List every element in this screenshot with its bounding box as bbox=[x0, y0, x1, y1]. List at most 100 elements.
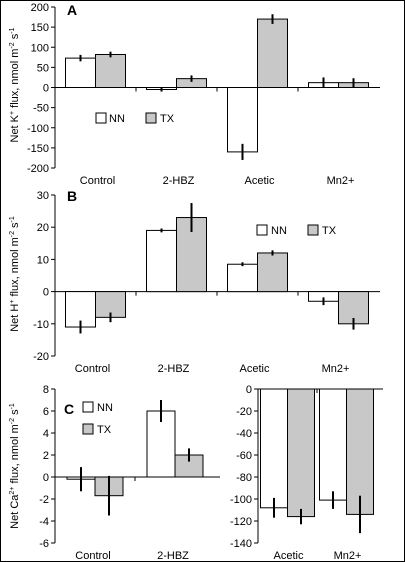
bar-tx-acetic bbox=[287, 388, 315, 518]
bar-nn-acetic bbox=[260, 388, 288, 509]
y-tick-label: -4 bbox=[39, 516, 49, 528]
bar-tx-acetic bbox=[257, 252, 288, 293]
panel-a-label: A bbox=[67, 2, 77, 18]
legend-label-tx: TX bbox=[97, 424, 112, 436]
category-label: Control bbox=[80, 175, 115, 187]
panel-a: A Net K+ flux, nmol m-2 s-1 -200 -150 -100… bbox=[9, 2, 380, 187]
legend-swatch-nn bbox=[82, 401, 94, 413]
panel-c-category-labels: Control 2-HBZ bbox=[75, 550, 189, 562]
panel-a-ylabel-ion: + bbox=[9, 111, 16, 115]
y-tick-label: -100 bbox=[230, 494, 252, 506]
y-tick-label: 2 bbox=[43, 450, 49, 462]
panel-c-ylabel-base: Net Ca bbox=[9, 494, 21, 529]
category-label: 2-HBZ bbox=[157, 550, 189, 562]
panel-a-bars bbox=[65, 14, 369, 160]
panel-c-bars bbox=[66, 400, 204, 516]
category-label: 2-HBZ bbox=[158, 363, 190, 375]
panel-a-legend: NN TX bbox=[95, 112, 175, 125]
bar-nn-acetic bbox=[227, 87, 258, 153]
y-tick-label: -60 bbox=[236, 450, 252, 462]
panel-b: B Net H+ flux, nmol m-2 s-1 -20 -10 0 10 20 3… bbox=[9, 188, 380, 375]
bar-nn-acetic bbox=[227, 263, 258, 293]
panel-a-ylabel-unit1: -2 bbox=[9, 42, 16, 48]
legend-swatch-tx bbox=[82, 423, 94, 435]
legend-swatch-nn bbox=[256, 224, 268, 236]
y-tick-label: -6 bbox=[39, 538, 49, 550]
bar-tx-mn2 bbox=[346, 388, 374, 515]
bar-tx-acetic bbox=[257, 18, 288, 89]
y-tick-label: 0 bbox=[246, 384, 252, 396]
legend-swatch-tx bbox=[307, 224, 319, 236]
legend-swatch-nn bbox=[95, 112, 107, 124]
y-tick-label: 30 bbox=[37, 190, 49, 202]
panel-c-right-category-labels: Acetic Mn2+ bbox=[274, 550, 362, 562]
category-label: Mn2+ bbox=[322, 363, 350, 375]
y-tick-label: 0 bbox=[43, 287, 49, 299]
y-tick-label: -50 bbox=[33, 103, 49, 115]
y-tick-label: 10 bbox=[37, 254, 49, 266]
y-tick-label: -20 bbox=[33, 351, 49, 363]
panel-a-ylabel-unit2: -1 bbox=[9, 27, 16, 33]
bar-tx-control bbox=[95, 53, 126, 88]
panel-c: C Net Ca2+ flux, nmol m-2 s-1 -6-4-20246… bbox=[9, 384, 220, 562]
panel-b-bars bbox=[65, 203, 369, 334]
panel-b-category-labels: Control 2-HBZ Acetic Mn2+ bbox=[75, 363, 350, 375]
panel-c-ylabel-mid: flux, nmol m bbox=[9, 424, 21, 486]
y-tick-label: 200 bbox=[31, 2, 49, 14]
y-tick-label: 150 bbox=[31, 22, 49, 34]
y-tick-label: -40 bbox=[236, 428, 252, 440]
y-tick-label: -150 bbox=[27, 143, 49, 155]
category-label: Mn2+ bbox=[334, 550, 362, 562]
category-label: 2-HBZ bbox=[163, 175, 195, 187]
y-tick-label: -140 bbox=[230, 538, 252, 550]
panel-c-ylabel-ion: 2+ bbox=[9, 487, 16, 495]
y-tick-label: 4 bbox=[43, 428, 49, 440]
category-label: Mn2+ bbox=[327, 175, 355, 187]
y-tick-label: -100 bbox=[27, 123, 49, 135]
panel-b-ylabel-mid: flux, nmol m bbox=[9, 237, 21, 299]
bar-nn-control bbox=[65, 57, 96, 88]
category-label: Control bbox=[75, 363, 110, 375]
y-tick-label: 20 bbox=[37, 222, 49, 234]
y-tick-label: -2 bbox=[39, 494, 49, 506]
panel-c-right: -140 -120 -100 -80 -60 -40 -20 0 Acetic Mn2+ bbox=[230, 384, 383, 562]
panel-a-category-labels: Control 2-HBZ Acetic Mn2+ bbox=[80, 175, 355, 187]
panel-a-ylabel-mid: flux, nmol m bbox=[9, 49, 21, 111]
legend-label-tx: TX bbox=[322, 225, 337, 237]
panel-a-ylabel-gap: s bbox=[9, 33, 21, 42]
bar-tx-control bbox=[95, 291, 126, 318]
category-label: Acetic bbox=[240, 363, 270, 375]
y-tick-label: 100 bbox=[31, 42, 49, 54]
category-label: Acetic bbox=[274, 550, 304, 562]
y-tick-label: 8 bbox=[43, 384, 49, 396]
panel-b-legend: NN TX bbox=[256, 224, 337, 237]
legend-label-nn: NN bbox=[97, 402, 113, 414]
panel-c-ylabel-unit2: -1 bbox=[9, 403, 16, 409]
y-tick-label: -200 bbox=[27, 163, 49, 175]
y-tick-label: -120 bbox=[230, 516, 252, 528]
panel-b-label: B bbox=[67, 188, 77, 204]
panel-a-ylabel-base: Net K bbox=[9, 114, 21, 142]
legend-label-nn: NN bbox=[109, 113, 125, 125]
panel-b-ylabel-unit1: -2 bbox=[9, 231, 16, 237]
y-tick-label: 50 bbox=[37, 62, 49, 74]
panel-c-right-bars bbox=[260, 388, 374, 534]
legend-label-tx: TX bbox=[160, 113, 175, 125]
panel-c-right-axes: -140 -120 -100 -80 -60 -40 -20 0 bbox=[230, 384, 383, 550]
panel-b-ylabel-ion: + bbox=[9, 300, 16, 304]
panel-b-ylabel-base: Net H bbox=[9, 304, 21, 332]
y-tick-label: -80 bbox=[236, 472, 252, 484]
category-label: Acetic bbox=[245, 175, 275, 187]
category-label: Control bbox=[75, 550, 110, 562]
y-tick-label: -10 bbox=[33, 319, 49, 331]
panel-c-ylabel-unit1: -2 bbox=[9, 418, 16, 424]
panel-c-legend: NN TX bbox=[82, 401, 113, 436]
panel-a-axes: -200 -150 -100 -50 0 50 100 150 200 bbox=[27, 2, 380, 175]
y-tick-label: -20 bbox=[236, 406, 252, 418]
bar-nn-2hbz bbox=[146, 229, 177, 293]
y-tick-label: 0 bbox=[43, 83, 49, 95]
y-tick-label: 0 bbox=[43, 472, 49, 484]
panel-c-label: C bbox=[64, 401, 74, 417]
panel-b-ylabel-gap: s bbox=[9, 222, 21, 231]
legend-label-nn: NN bbox=[271, 225, 287, 237]
